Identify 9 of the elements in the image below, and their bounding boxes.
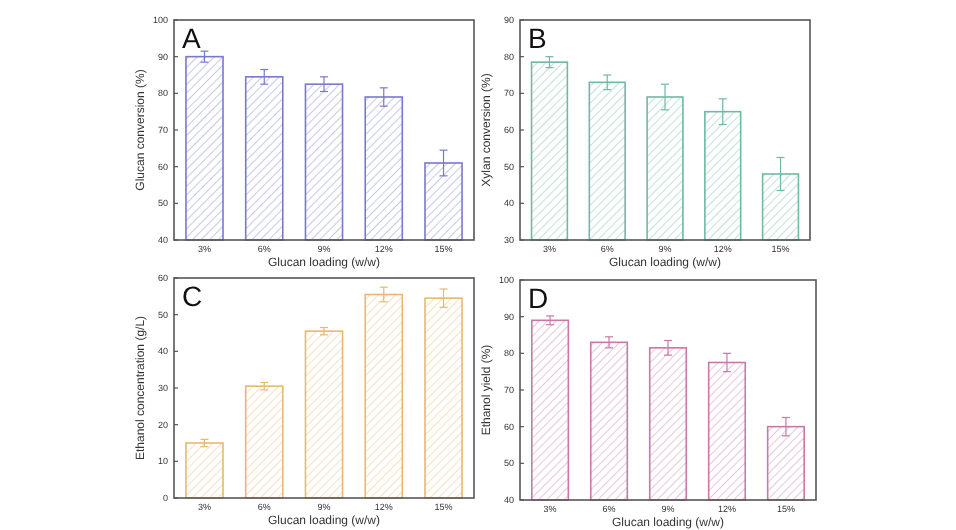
bar <box>185 442 224 499</box>
chart-title: B <box>528 22 547 54</box>
bar <box>304 330 344 499</box>
bar <box>244 385 284 499</box>
bar <box>364 293 404 499</box>
chart-title: C <box>182 280 203 312</box>
chart-title: D <box>528 282 549 314</box>
chart-title: A <box>182 22 202 54</box>
bar <box>424 297 463 499</box>
